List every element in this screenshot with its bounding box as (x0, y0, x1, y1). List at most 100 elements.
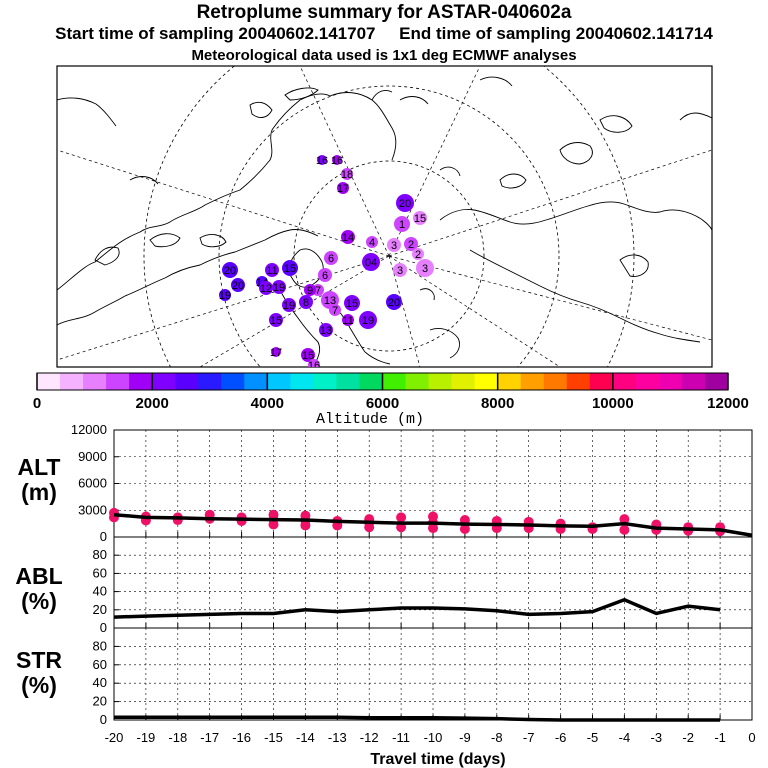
map-marker: 2 (404, 237, 418, 251)
colorbar-tick: 6000 (366, 395, 399, 412)
altitude-colorbar: 0 2000 4000 6000 8000 10000 12000 Altitude (m) (33, 372, 749, 428)
x-tick-label: -17 (200, 730, 219, 745)
x-tick-label: -19 (137, 730, 156, 745)
panel-ylabel: STR (16, 647, 62, 673)
colorbar-cell (221, 373, 245, 390)
marker-dot (304, 284, 316, 296)
meteo-subtitle: Meteorological data used is 1x1 deg ECMW… (191, 47, 577, 64)
map-coastlines (57, 76, 712, 367)
marker-label: 20 (399, 198, 411, 210)
marker-label: 15 (414, 213, 426, 225)
y-tick-label: 80 (93, 547, 107, 562)
marker-label: 6 (328, 253, 334, 265)
marker-dot (318, 268, 332, 282)
colorbar-tick: 10000 (592, 395, 634, 412)
colorbar-cell (359, 373, 383, 390)
marker-label: 16 (331, 155, 343, 167)
map-marker: 9 (304, 284, 316, 297)
marker-label: 14 (342, 232, 354, 244)
marker-dot (319, 323, 333, 337)
marker-label: 13 (320, 325, 332, 337)
marker-dot (282, 260, 298, 276)
y-tick-label: 40 (93, 584, 107, 599)
marker-dot (299, 295, 313, 309)
x-tick-label: -3 (651, 730, 663, 745)
marker-label: 20 (224, 265, 236, 277)
x-tick-label: -11 (392, 730, 410, 745)
map-marker: 17 (270, 347, 282, 359)
marker-label: 19 (219, 290, 231, 302)
y-tick-label: 0 (100, 712, 107, 727)
colorbar-tick: 2000 (135, 395, 168, 412)
marker-label: 3 (397, 265, 403, 277)
colorbar-cell (612, 373, 637, 390)
marker-label: 7 (315, 285, 321, 297)
marker-label: 04 (365, 257, 377, 269)
map-marker: 15 (413, 211, 427, 225)
panel-alt: 0 3000 6000 9000 12000 ALT(m) (17, 422, 753, 544)
map-marker: 15 (301, 348, 315, 362)
x-tick-label: -2 (682, 730, 694, 745)
marker-label: 3 (391, 240, 397, 252)
map-marker: 6 (324, 251, 338, 265)
marker-label: 17 (270, 347, 282, 359)
colorbar-tick: 8000 (481, 395, 514, 412)
marker-label: 3 (422, 263, 428, 275)
colorbar-cell (244, 373, 268, 390)
series-line (113, 512, 753, 537)
colorbar-cell (520, 373, 545, 390)
marker-label: 12 (260, 283, 272, 295)
marker-label: 2 (408, 239, 414, 251)
marker-label: 6 (322, 270, 328, 282)
map-marker: 3 (416, 259, 434, 277)
map-marker: 4 (366, 236, 378, 249)
map-marker: 3 (387, 238, 401, 252)
marker-dot (324, 251, 338, 265)
marker-label: 15 (284, 263, 296, 275)
marker-label: 19 (273, 282, 285, 294)
colorbar-tick: 0 (33, 395, 41, 412)
marker-label: 15 (302, 350, 314, 362)
map-marker: 16 (316, 155, 328, 167)
colorbar-cell (428, 373, 453, 390)
marker-label: 7 (332, 305, 338, 317)
marker-label: 2 (415, 249, 421, 261)
panel-ylabel: ALT (17, 454, 60, 480)
map-marker: 14 (341, 230, 355, 244)
colorbar-cell (106, 373, 130, 390)
marker-dot (337, 182, 349, 194)
marker-dot (413, 211, 427, 225)
map-marker: 19 (282, 298, 296, 312)
data-point (459, 523, 470, 534)
marker-dot (341, 168, 353, 180)
data-point (396, 512, 407, 523)
sampling-times: Start time of sampling 20040602.141707 E… (0, 24, 768, 44)
colorbar-cell (37, 373, 61, 390)
map-marker: 16 (308, 359, 320, 367)
marker-dot (231, 278, 245, 292)
colorbar-cell (589, 373, 614, 390)
colorbar-cell (152, 373, 176, 390)
marker-dot (269, 313, 283, 327)
panel-yunit: (%) (21, 588, 57, 614)
map-marker: 15 (282, 260, 298, 276)
panel-abl: 0 20 40 60 80 ABL(%) (15, 536, 753, 635)
colorbar-cell (451, 373, 476, 390)
data-point (619, 524, 630, 535)
marker-dot (329, 304, 341, 316)
marker-label: 8 (303, 297, 309, 309)
map-marker: 15 (344, 295, 360, 311)
x-tick-label: -9 (459, 730, 471, 745)
x-tick-label: -15 (264, 730, 283, 745)
x-tick-label: -16 (232, 730, 251, 745)
x-tick-label: -4 (619, 730, 631, 745)
y-tick-label: 0 (100, 529, 107, 544)
map-graticule (57, 66, 712, 367)
map-marker: 19 (272, 280, 286, 294)
x-tick-label: -7 (523, 730, 535, 745)
marker-dot (271, 347, 281, 357)
colorbar-cell (474, 373, 499, 390)
marker-dot (394, 216, 410, 232)
x-tick-label: 0 (748, 730, 755, 745)
